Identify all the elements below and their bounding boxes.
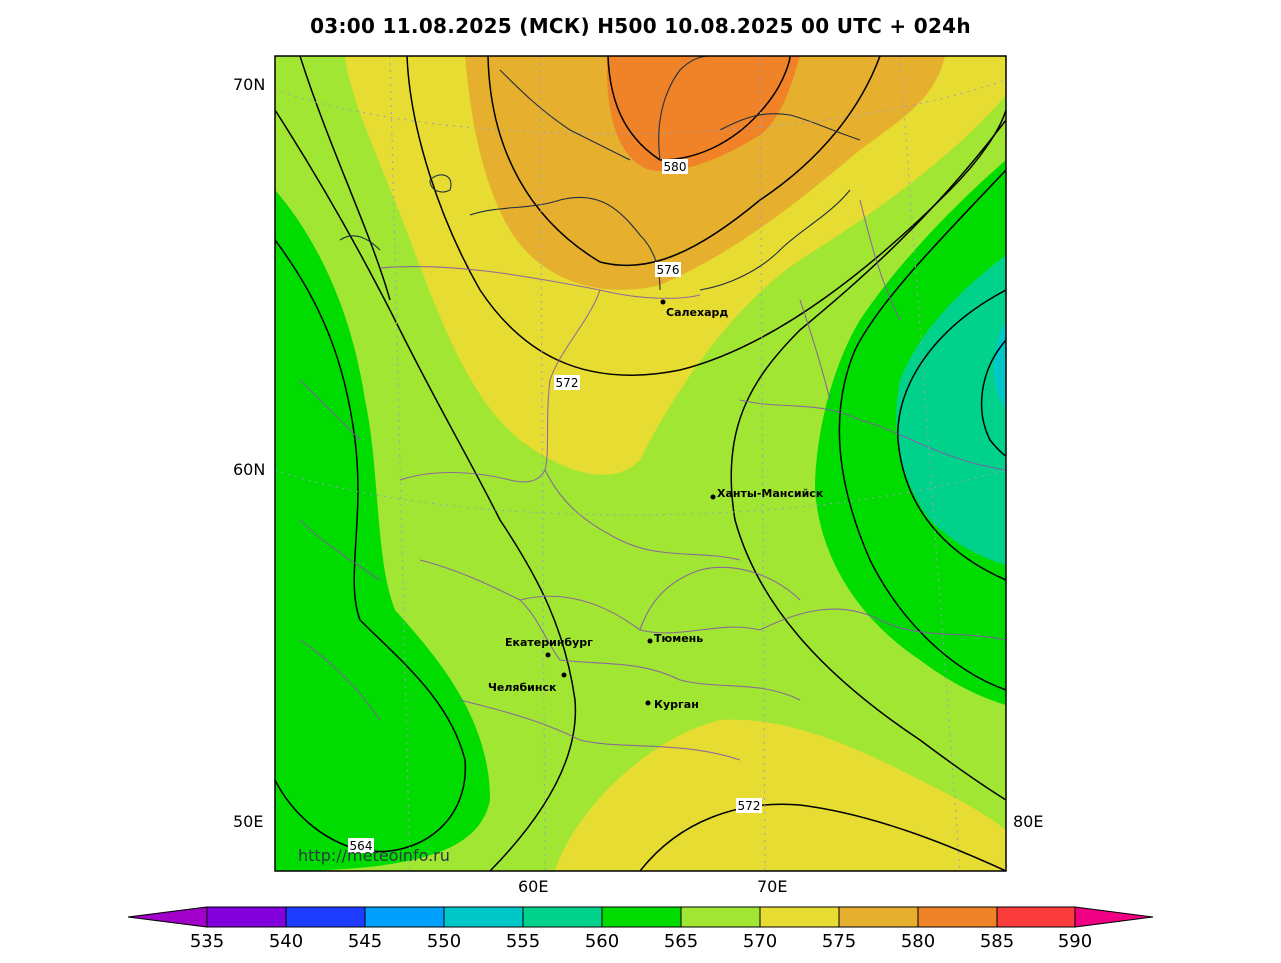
watermark: http://meteoinfo.ru [298, 846, 450, 865]
lat-label-60n: 60N [233, 460, 266, 479]
colorbar-tick: 555 [505, 931, 541, 952]
city-dot-chelyabinsk [561, 672, 567, 678]
colorbar-tick: 545 [347, 931, 383, 952]
colorbar-tick: 580 [900, 931, 936, 952]
colorbar-tick: 540 [268, 931, 304, 952]
city-label-kurgan: Курган [654, 698, 699, 711]
lat-label-70n: 70N [233, 75, 266, 94]
city-dot-khanty-mansiysk [710, 494, 716, 500]
city-dot-yekaterinburg [545, 652, 551, 658]
field-580 [465, 56, 945, 290]
colorbar-tick: 535 [189, 931, 225, 952]
lon-label-70e: 70E [757, 877, 788, 896]
city-label-yekaterinburg: Екатеринбург [505, 636, 593, 649]
contour-label-580: 580 [664, 160, 687, 174]
colorbar-tick: 550 [426, 931, 462, 952]
city-dot-salekhard [660, 299, 666, 305]
colorbar-tick: 570 [742, 931, 778, 952]
map-frame [274, 55, 1007, 872]
city-label-tyumen: Тюмень [654, 632, 703, 645]
lon-label-80e: 80E [1013, 812, 1044, 831]
contour-label-572-south: 572 [738, 799, 761, 813]
city-label-salekhard: Салехард [666, 306, 728, 319]
field-555-east [896, 255, 1006, 565]
map-title: 03:00 11.08.2025 (МСК) H500 10.08.2025 0… [310, 14, 971, 38]
colorbar-high-arrow [1074, 906, 1154, 928]
colorbar-tick: 590 [1057, 931, 1093, 952]
colorbar [127, 906, 1154, 928]
colorbar-tick: 565 [663, 931, 699, 952]
lon-label-50e: 50E [233, 812, 264, 831]
lon-label-60e: 60E [518, 877, 549, 896]
colorbar-tick: 585 [979, 931, 1015, 952]
contour-label-564: 564 [350, 839, 373, 853]
city-label-khanty-mansiysk: Ханты-Мансийск [717, 487, 824, 500]
colorbar-tick: 575 [821, 931, 857, 952]
city-label-chelyabinsk: Челябинск [488, 681, 557, 694]
colorbar-low-arrow [127, 906, 208, 928]
field-585 [606, 56, 800, 171]
contour-label-572-north: 572 [556, 376, 579, 390]
city-dot-kurgan [645, 700, 651, 706]
city-dot-tyumen [647, 638, 653, 644]
colorbar-tick: 560 [584, 931, 620, 952]
contour-label-576: 576 [657, 263, 680, 277]
field-575-south [555, 719, 1006, 871]
